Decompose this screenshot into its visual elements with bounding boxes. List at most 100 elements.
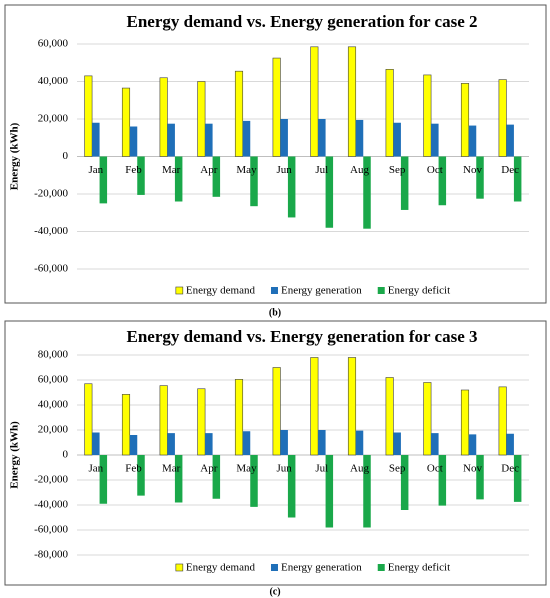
x-tick-label: Oct bbox=[427, 463, 443, 475]
bar bbox=[92, 432, 100, 455]
bar bbox=[99, 156, 108, 204]
bar bbox=[272, 367, 281, 456]
y-tick-label: 20,000 bbox=[38, 113, 69, 125]
bar bbox=[325, 455, 334, 528]
bar bbox=[129, 126, 138, 157]
bar bbox=[468, 434, 477, 455]
chart-title: Energy demand vs. Energy generation for … bbox=[127, 12, 478, 31]
y-tick-label: -20,000 bbox=[34, 474, 68, 486]
bar bbox=[385, 69, 394, 157]
bar bbox=[272, 57, 281, 157]
legend-label: Energy generation bbox=[281, 285, 362, 297]
y-tick-label: -40,000 bbox=[34, 225, 68, 237]
bar bbox=[167, 433, 175, 455]
bar bbox=[400, 455, 409, 510]
bar bbox=[423, 382, 432, 456]
y-tick-label: -60,000 bbox=[34, 263, 68, 275]
bar bbox=[506, 433, 514, 455]
legend-swatch bbox=[270, 287, 278, 294]
x-tick-label: Apr bbox=[200, 164, 217, 176]
caption: (b) bbox=[269, 307, 281, 318]
bar bbox=[393, 432, 401, 455]
bar bbox=[468, 125, 477, 157]
y-tick-label: 0 bbox=[63, 449, 69, 461]
y-tick-label: -60,000 bbox=[34, 524, 68, 536]
chart-title: Energy demand vs. Energy generation for … bbox=[127, 327, 478, 346]
bar bbox=[431, 123, 439, 157]
x-tick-label: Feb bbox=[125, 463, 142, 475]
bar bbox=[129, 435, 138, 455]
bar bbox=[159, 385, 168, 456]
legend-swatch bbox=[377, 564, 385, 571]
x-tick-label: Jun bbox=[277, 463, 293, 475]
legend: Energy demand Energy generation Energy def… bbox=[175, 562, 450, 574]
legend-label: Energy generation bbox=[281, 562, 362, 574]
bar bbox=[506, 124, 514, 157]
x-tick-label: Feb bbox=[125, 164, 142, 176]
y-tick-label: 40,000 bbox=[38, 399, 69, 411]
bar bbox=[318, 430, 326, 455]
y-tick-label: 60,000 bbox=[38, 374, 69, 386]
bar bbox=[438, 455, 447, 506]
x-tick-label: May bbox=[236, 463, 257, 475]
bar bbox=[84, 75, 93, 157]
bar bbox=[137, 156, 145, 195]
bar bbox=[431, 433, 439, 455]
bar bbox=[385, 377, 394, 456]
bar bbox=[250, 156, 258, 207]
legend: Energy demand Energy generation Energy def… bbox=[175, 285, 450, 297]
bar bbox=[159, 77, 168, 157]
bar bbox=[318, 119, 326, 157]
x-tick-label: Mar bbox=[162, 463, 181, 475]
bar bbox=[234, 70, 244, 157]
bar bbox=[205, 123, 213, 157]
legend-swatch bbox=[175, 286, 184, 295]
bar bbox=[476, 455, 484, 500]
x-tick-label: Nov bbox=[463, 164, 482, 176]
bar bbox=[393, 122, 401, 157]
bar bbox=[121, 87, 131, 157]
x-tick-label: Dec bbox=[501, 463, 519, 475]
bar bbox=[212, 455, 221, 499]
bar bbox=[234, 379, 244, 456]
x-tick-label: Aug bbox=[350, 463, 369, 475]
x-tick-label: Oct bbox=[427, 164, 443, 176]
bar bbox=[363, 156, 371, 229]
bar bbox=[99, 455, 108, 504]
bar bbox=[287, 455, 296, 518]
bar bbox=[121, 394, 131, 456]
legend-swatch bbox=[270, 564, 278, 571]
legend-swatch bbox=[377, 287, 385, 294]
bar bbox=[460, 389, 470, 456]
bar bbox=[280, 119, 288, 157]
legend-label: Energy demand bbox=[186, 285, 256, 297]
bar bbox=[325, 156, 334, 228]
bar bbox=[310, 46, 319, 157]
bar bbox=[347, 357, 357, 456]
bar bbox=[197, 388, 206, 456]
bar bbox=[137, 455, 145, 496]
y-tick-label: 20,000 bbox=[38, 424, 69, 436]
bar bbox=[513, 455, 522, 502]
bar bbox=[423, 74, 432, 157]
x-tick-label: Jul bbox=[315, 463, 328, 475]
legend-label: Energy demand bbox=[186, 562, 256, 574]
bar bbox=[363, 455, 371, 528]
y-axis-label: Energy (kWh) bbox=[9, 421, 21, 489]
bar bbox=[84, 383, 93, 456]
bar bbox=[310, 357, 319, 456]
x-tick-label: Sep bbox=[389, 463, 406, 475]
bar bbox=[347, 46, 357, 157]
x-tick-label: Sep bbox=[389, 164, 406, 176]
legend-label: Energy deficit bbox=[388, 562, 450, 574]
bar bbox=[498, 386, 507, 456]
bar bbox=[197, 81, 206, 157]
bar bbox=[460, 83, 470, 157]
caption: (c) bbox=[269, 586, 280, 597]
y-tick-label: -80,000 bbox=[34, 549, 68, 561]
bar bbox=[92, 122, 100, 157]
x-tick-label: Jun bbox=[277, 164, 293, 176]
x-tick-label: May bbox=[236, 164, 257, 176]
y-tick-label: -40,000 bbox=[34, 499, 68, 511]
